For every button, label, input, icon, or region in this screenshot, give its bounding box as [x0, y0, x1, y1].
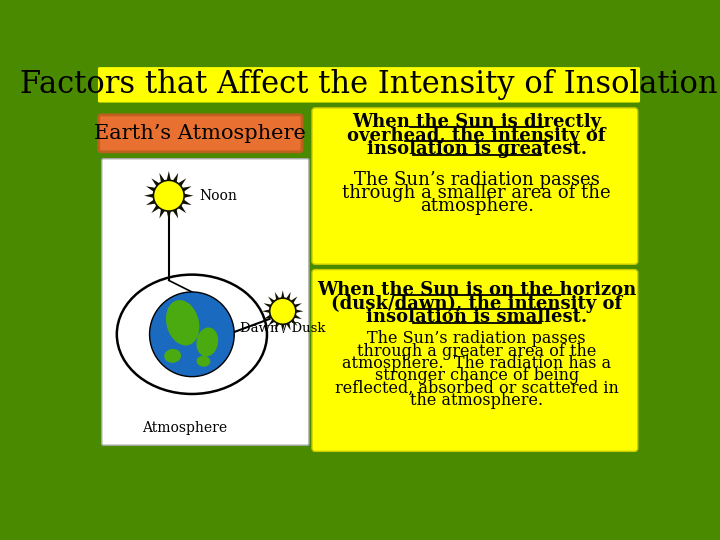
Text: through a smaller area of the: through a smaller area of the [343, 184, 611, 202]
Polygon shape [285, 292, 291, 301]
Ellipse shape [197, 327, 218, 356]
Text: Earth’s Atmosphere: Earth’s Atmosphere [94, 124, 306, 143]
Polygon shape [176, 204, 186, 213]
Circle shape [150, 292, 234, 377]
Polygon shape [159, 173, 166, 184]
Polygon shape [151, 178, 161, 188]
Ellipse shape [164, 349, 181, 363]
Polygon shape [268, 318, 276, 326]
Polygon shape [262, 309, 271, 313]
Polygon shape [159, 207, 166, 219]
Polygon shape [166, 171, 171, 182]
Polygon shape [146, 199, 157, 205]
Polygon shape [275, 292, 280, 301]
Text: Factors that Affect the Intensity of Insolation: Factors that Affect the Intensity of Ins… [20, 69, 718, 100]
Polygon shape [289, 318, 297, 326]
Polygon shape [294, 309, 304, 313]
Polygon shape [268, 296, 276, 305]
Polygon shape [151, 204, 161, 213]
Polygon shape [292, 303, 302, 309]
Ellipse shape [197, 356, 210, 367]
FancyBboxPatch shape [312, 269, 638, 451]
Polygon shape [275, 321, 280, 330]
Polygon shape [289, 296, 297, 305]
Circle shape [270, 298, 296, 325]
Polygon shape [176, 178, 186, 188]
Ellipse shape [166, 300, 199, 346]
Polygon shape [172, 207, 179, 219]
Polygon shape [281, 322, 285, 332]
Polygon shape [172, 173, 179, 184]
Text: overhead, the intensity of: overhead, the intensity of [348, 127, 606, 145]
FancyBboxPatch shape [102, 159, 309, 445]
Polygon shape [264, 303, 273, 309]
Polygon shape [146, 186, 157, 193]
Text: the atmosphere.: the atmosphere. [410, 392, 544, 409]
Text: When the Sun is directly: When the Sun is directly [352, 113, 601, 131]
FancyBboxPatch shape [312, 108, 638, 264]
Text: insolation is greatest.: insolation is greatest. [366, 140, 587, 159]
Text: atmosphere.  The radiation has a: atmosphere. The radiation has a [342, 355, 611, 372]
Text: reflected, absorbed or scattered in: reflected, absorbed or scattered in [335, 380, 618, 397]
Text: When the Sun is on the horizon: When the Sun is on the horizon [318, 281, 636, 299]
Polygon shape [281, 291, 285, 300]
Polygon shape [144, 193, 156, 198]
Text: through a greater area of the: through a greater area of the [357, 343, 596, 360]
Polygon shape [181, 186, 192, 193]
FancyBboxPatch shape [98, 67, 640, 103]
FancyBboxPatch shape [99, 115, 302, 152]
Text: insolation is smallest.: insolation is smallest. [366, 308, 588, 326]
Text: Noon: Noon [199, 188, 238, 202]
Polygon shape [182, 193, 194, 198]
Polygon shape [166, 210, 171, 220]
Polygon shape [264, 314, 273, 319]
Text: atmosphere.: atmosphere. [420, 198, 534, 215]
Text: The Sun’s radiation passes: The Sun’s radiation passes [367, 330, 586, 347]
Text: Atmosphere: Atmosphere [142, 421, 227, 435]
Circle shape [153, 180, 184, 211]
Polygon shape [181, 199, 192, 205]
Text: (dusk/dawn), the intensity of: (dusk/dawn), the intensity of [331, 294, 622, 313]
Text: Dawn / Dusk: Dawn / Dusk [240, 322, 325, 335]
Text: The Sun’s radiation passes: The Sun’s radiation passes [354, 171, 600, 190]
Text: stronger chance of being: stronger chance of being [374, 367, 579, 384]
Polygon shape [285, 321, 291, 330]
Polygon shape [292, 314, 302, 319]
